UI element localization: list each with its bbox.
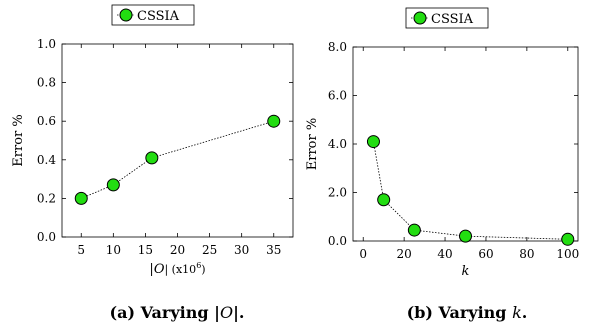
legend-label: CSSIA <box>137 9 180 24</box>
chart-b: 0 20 40 60 80 100 0.0 2.0 4.0 6.0 8.0 Error % k CSSIA… <box>305 7 579 322</box>
legend-marker <box>119 8 133 22</box>
x-axis-label: k <box>462 264 470 279</box>
data-point <box>407 223 421 237</box>
x-tick-label: 100 <box>556 247 579 261</box>
plot-frame <box>352 46 579 242</box>
data-point <box>377 193 391 207</box>
data-point <box>267 114 281 128</box>
legend-label: CSSIA <box>431 12 474 27</box>
y-tick-label: 8.0 <box>328 40 347 54</box>
y-tick-label: 1.0 <box>37 37 56 51</box>
legend-marker <box>413 11 427 25</box>
x-tick-label: 80 <box>519 247 534 261</box>
x-tick-label: 0 <box>359 247 367 261</box>
y-tick-label: 2.0 <box>328 186 347 200</box>
x-axis-label: |O| (x106) <box>149 261 205 277</box>
y-tick-label: 0.4 <box>37 153 56 167</box>
data-point <box>145 151 159 165</box>
x-tick-label: 20 <box>396 247 411 261</box>
x-tick-label: 10 <box>106 243 121 257</box>
x-tick-label: 25 <box>202 243 217 257</box>
x-tick-label: 40 <box>437 247 452 261</box>
data-point <box>74 191 88 205</box>
y-tick-label: 0.6 <box>37 114 56 128</box>
data-point <box>561 232 575 246</box>
data-point <box>106 178 120 192</box>
figure-caption: (a) Varying |O|. <box>110 303 245 322</box>
x-tick-label: 15 <box>138 243 153 257</box>
y-tick-label: 4.0 <box>328 137 347 151</box>
x-tick-label: 60 <box>478 247 493 261</box>
y-axis-label: Error % <box>305 118 320 170</box>
x-tick-label: 30 <box>234 243 249 257</box>
data-point <box>459 229 472 243</box>
y-axis-label: Error % <box>11 114 26 166</box>
y-tick-label: 6.0 <box>328 89 347 103</box>
x-tick-label: 5 <box>77 243 85 257</box>
x-tick-label: 20 <box>170 243 185 257</box>
series-line <box>373 141 568 240</box>
chart-a: 5 10 15 20 25 30 35 0.0 0.2 0.4 0.6 0.8 1.0 Error % |O… <box>11 4 294 322</box>
y-tick-label: 0.8 <box>37 76 56 90</box>
figure-caption: (b) Varying k. <box>407 303 528 322</box>
series-line <box>81 120 274 199</box>
y-tick-label: 0.0 <box>328 234 347 248</box>
x-tick-label: 35 <box>266 243 281 257</box>
plot-frame <box>61 43 294 238</box>
legend-box <box>405 7 489 29</box>
y-tick-label: 0.2 <box>37 191 56 205</box>
data-point <box>366 135 380 149</box>
legend-box <box>111 4 195 26</box>
y-tick-label: 0.0 <box>37 230 56 244</box>
